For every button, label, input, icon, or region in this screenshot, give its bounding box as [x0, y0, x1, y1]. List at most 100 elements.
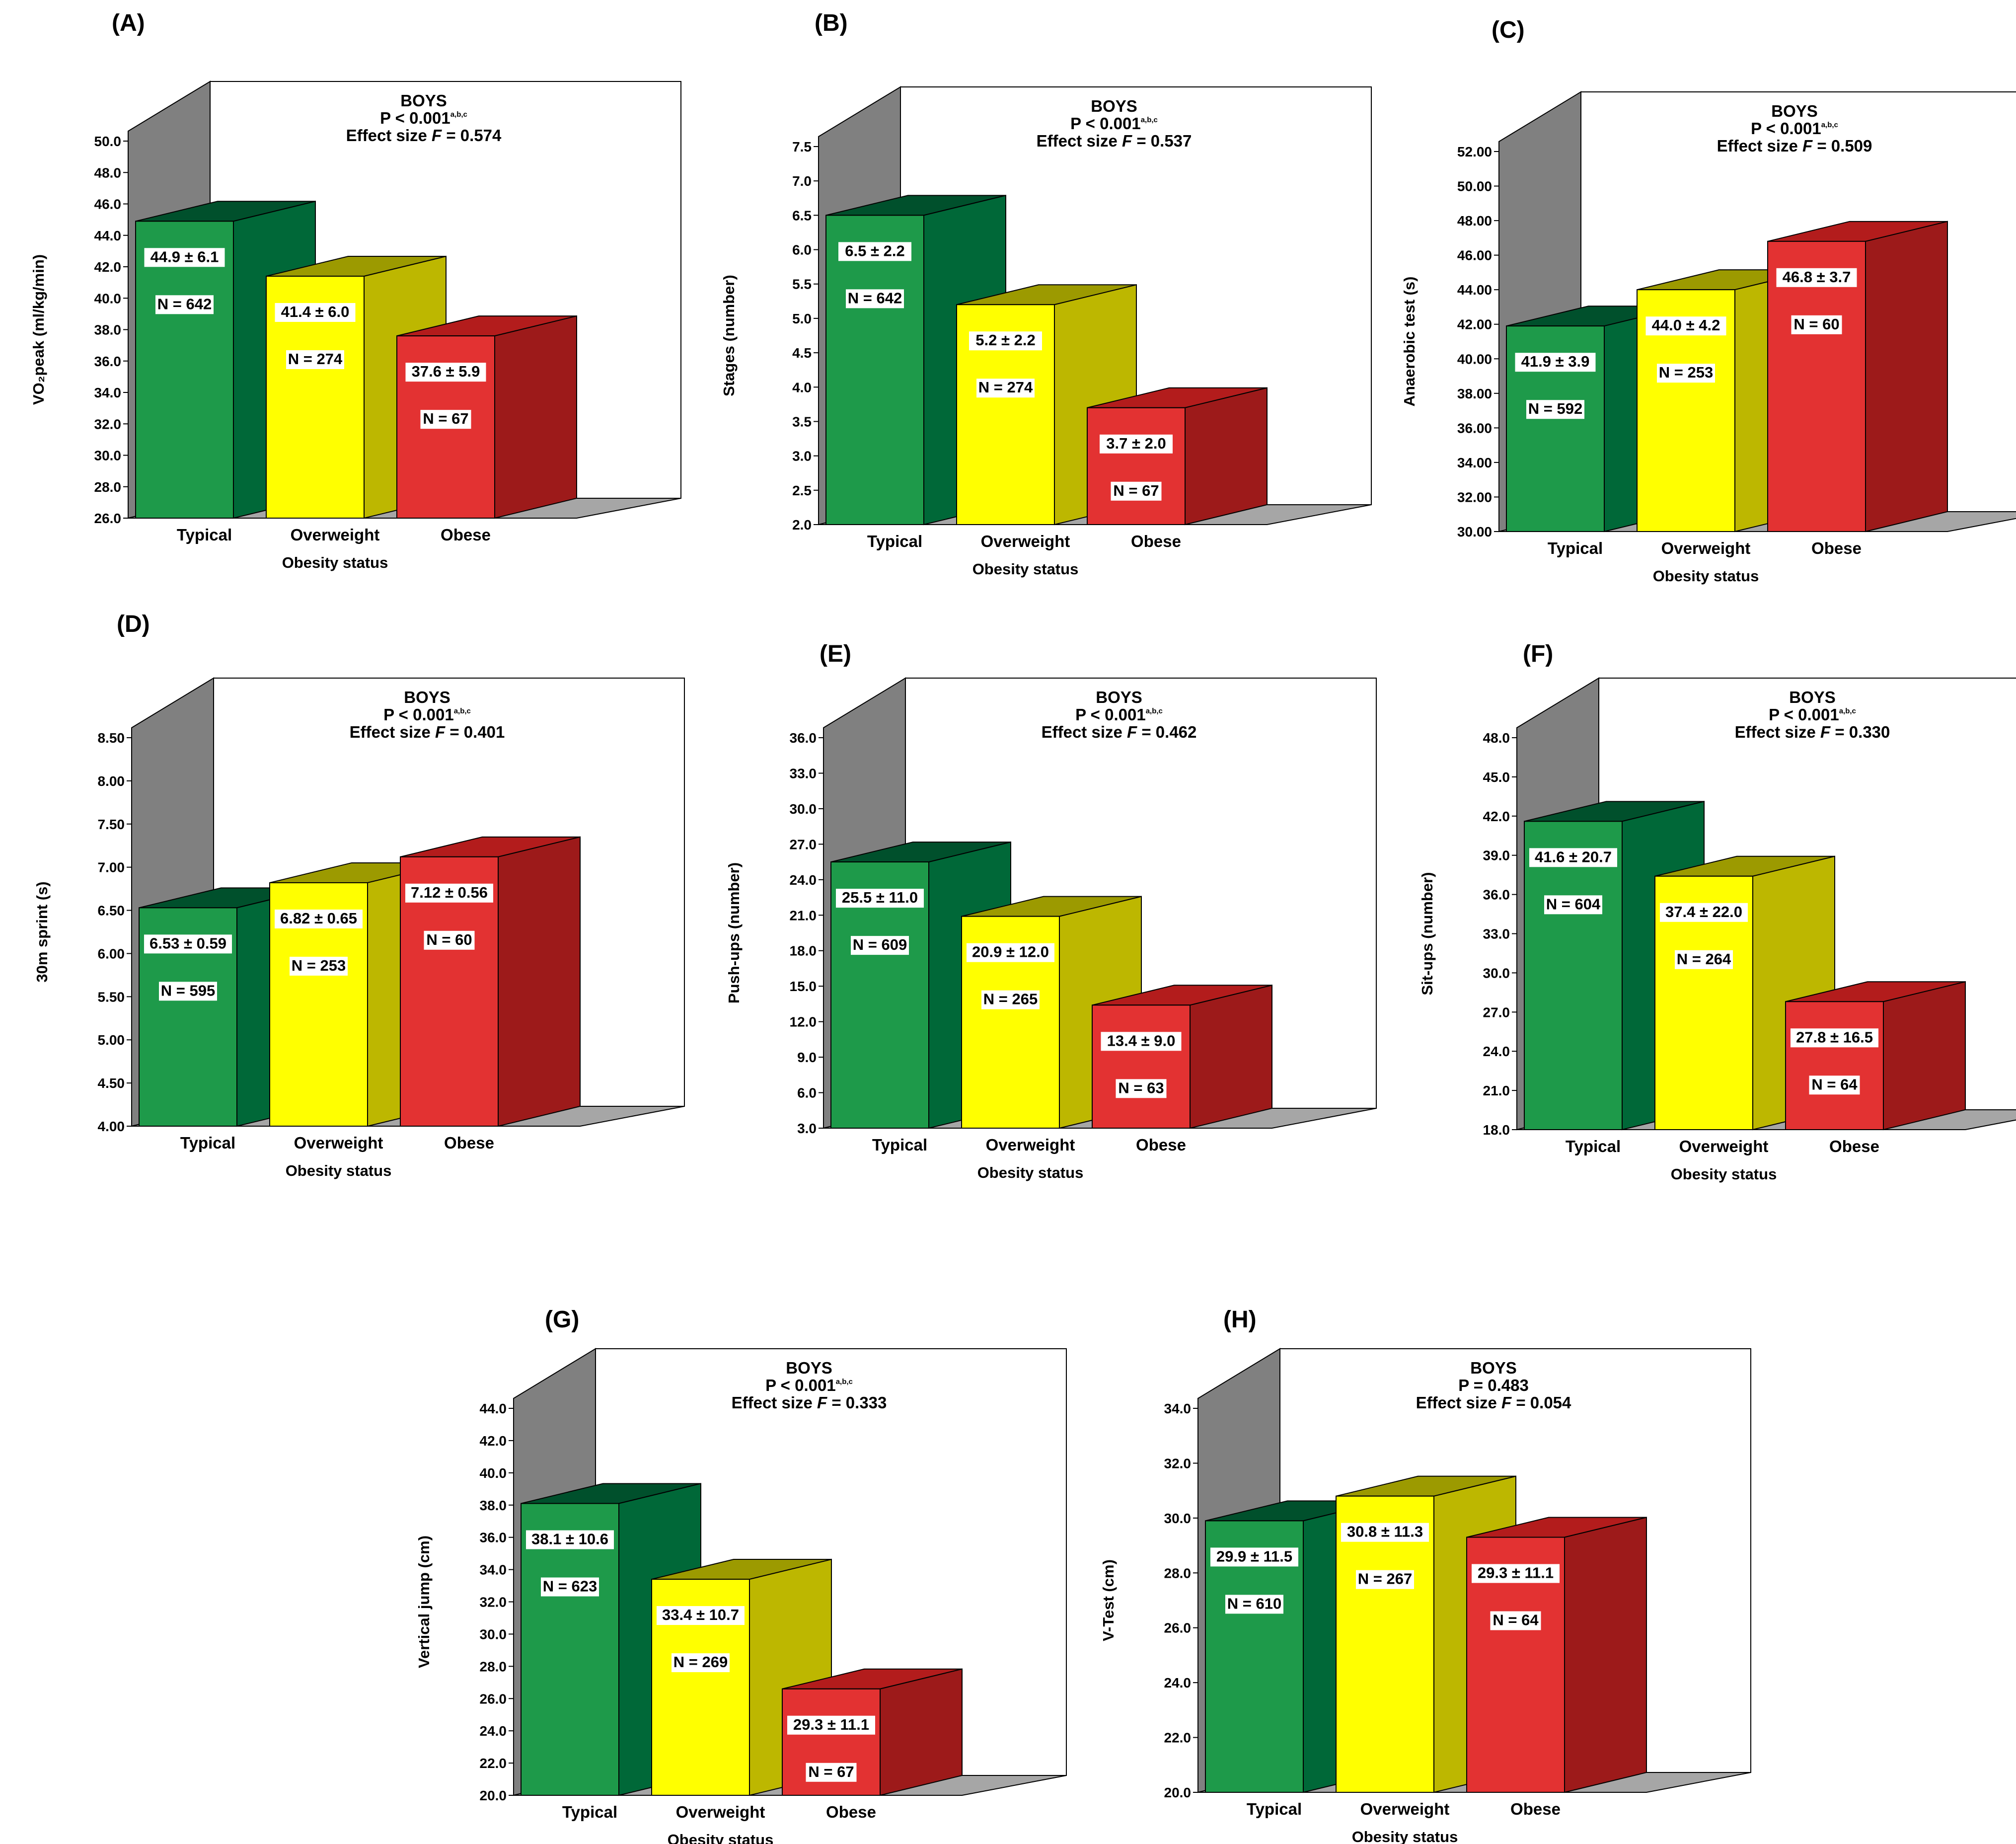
y-tick-label: 32.0: [480, 1595, 507, 1610]
bar-value-label: 41.6 ± 20.7: [1535, 848, 1612, 865]
y-tick-label: 40.0: [94, 291, 122, 306]
bar-n-label-box: [420, 410, 471, 429]
bar-n-label: N = 67: [423, 410, 468, 427]
p-value: P < 0.001: [1070, 114, 1141, 133]
bar-value-label: 29.9 ± 11.5: [1216, 1547, 1292, 1565]
effect-prefix: Effect size: [346, 126, 432, 145]
y-tick-label: 36.0: [94, 354, 122, 369]
effect-symbol: F: [1820, 723, 1831, 741]
p-value-label: P < 0.001a,b,c: [383, 705, 471, 724]
x-tick-label: Typical: [1566, 1137, 1621, 1155]
x-tick-label: Overweight: [1360, 1800, 1450, 1818]
y-tick-label: 27.0: [1483, 1004, 1510, 1020]
y-tick-label: 34.0: [94, 385, 122, 400]
y-tick-label: 42.0: [1483, 809, 1510, 824]
x-tick-label: Obese: [1136, 1136, 1186, 1154]
bar-obese: 13.4 ± 9.0 N = 63: [1092, 985, 1272, 1129]
y-tick-label: 2.0: [792, 517, 812, 533]
bar-value-label: 3.7 ± 2.0: [1106, 435, 1166, 452]
group-label: BOYS: [1091, 97, 1137, 115]
x-tick-label: Overweight: [291, 526, 380, 544]
x-tick-label: Obese: [826, 1803, 876, 1821]
bar-value-label: 37.4 ± 22.0: [1665, 903, 1742, 921]
p-value-superscript: a,b,c: [1141, 116, 1158, 124]
group-label: BOYS: [1470, 1359, 1517, 1377]
y-tick-label: 24.0: [480, 1723, 507, 1739]
effect-symbol: F: [1127, 723, 1137, 741]
effect-value: = 0.333: [827, 1393, 887, 1412]
bar-n-label: N = 64: [1493, 1612, 1539, 1629]
bar-value-label-box: [1210, 1547, 1298, 1567]
y-tick-label: 15.0: [790, 979, 817, 994]
x-axis-title: Obesity status: [977, 1164, 1084, 1181]
y-tick-label: 38.0: [480, 1498, 507, 1513]
p-value: P = 0.483: [1458, 1376, 1529, 1394]
bar-n-label-box: [1225, 1595, 1283, 1614]
y-tick-label: 12.0: [790, 1014, 817, 1030]
bar-n-label: N = 60: [426, 931, 472, 948]
bar-n-label: N = 253: [1659, 364, 1713, 381]
y-tick-label: 5.50: [98, 989, 125, 1004]
x-axis-title: Obesity status: [1671, 1165, 1777, 1183]
bar-n-label: N = 642: [848, 289, 902, 307]
p-value-superscript: a,b,c: [1839, 707, 1856, 715]
bar-value-label-box: [144, 248, 225, 267]
y-tick-label: 36.00: [1457, 420, 1492, 436]
y-tick-label: 30.0: [480, 1626, 507, 1642]
y-tick-label: 26.0: [1164, 1620, 1192, 1636]
bar-value-label-box: [1100, 434, 1173, 454]
effect-symbol: F: [432, 126, 442, 145]
bar-side-face: [1865, 221, 1948, 533]
y-tick-label: 36.0: [790, 730, 817, 746]
y-tick-label: 46.00: [1457, 248, 1492, 263]
y-tick-label: 39.0: [1483, 848, 1510, 863]
bar-n-label: N = 642: [157, 295, 212, 312]
y-tick-label: 40.0: [480, 1465, 507, 1481]
bar-value-label-box: [1101, 1032, 1182, 1051]
bar-value-label-box: [144, 934, 232, 954]
y-axis-title: Anaerobic test (s): [1401, 277, 1418, 407]
y-tick-label: 36.0: [1483, 887, 1510, 903]
effect-prefix: Effect size: [1042, 723, 1127, 741]
bar-value-label: 29.3 ± 11.1: [1478, 1564, 1554, 1582]
x-axis-title: Obesity status: [1653, 567, 1759, 585]
effect-value: = 0.330: [1830, 723, 1890, 741]
bar-value-label: 46.8 ± 3.7: [1783, 268, 1851, 286]
effect-symbol: F: [1122, 132, 1132, 150]
bar-value-label: 5.2 ± 2.2: [975, 331, 1035, 349]
y-tick-label: 22.0: [480, 1756, 507, 1771]
bar-n-label: N = 595: [161, 982, 215, 999]
p-value: P < 0.001: [765, 1376, 836, 1394]
bar-value-label-box: [969, 331, 1042, 351]
y-tick-label: 50.00: [1457, 179, 1492, 194]
bar-value-label: 7.12 ± 0.56: [411, 884, 488, 901]
bar-obese: 3.7 ± 2.0 N = 67: [1087, 387, 1268, 526]
bar-value-label: 6.5 ± 2.2: [845, 242, 904, 259]
y-tick-label: 3.5: [792, 414, 812, 429]
x-tick-label: Typical: [1247, 1800, 1302, 1818]
y-tick-label: 24.0: [1164, 1675, 1192, 1690]
bar-n-label-box: [155, 295, 214, 314]
effect-prefix: Effect size: [1416, 1393, 1501, 1412]
x-tick-label: Typical: [872, 1136, 927, 1154]
bar-value-label-box: [1660, 903, 1748, 922]
p-value: P < 0.001: [1769, 705, 1839, 724]
effect-size-label: Effect size F = 0.401: [350, 723, 505, 741]
y-tick-label: 21.0: [790, 908, 817, 923]
bar-value-label-box: [405, 363, 486, 382]
bar-n-label: N = 623: [543, 1578, 597, 1595]
panel-letter: (C): [1492, 17, 1525, 43]
bar-n-label-box: [159, 982, 217, 1001]
y-tick-label: 4.00: [98, 1119, 125, 1134]
effect-prefix: Effect size: [1037, 132, 1122, 150]
bar-value-label: 29.3 ± 11.1: [793, 1716, 869, 1733]
bar-obese: 29.3 ± 11.1 N = 64: [1466, 1517, 1647, 1793]
bar-front-face: [1336, 1495, 1434, 1793]
bar-side-face: [1564, 1517, 1647, 1793]
x-tick-label: Obese: [1131, 532, 1181, 550]
panel-c: 30.00 32.00 34.00 36.00 38.00 40.00 42.00 44.00…: [1401, 17, 2016, 585]
y-tick-label: 28.0: [1164, 1565, 1192, 1581]
p-value: P < 0.001: [1751, 119, 1821, 138]
